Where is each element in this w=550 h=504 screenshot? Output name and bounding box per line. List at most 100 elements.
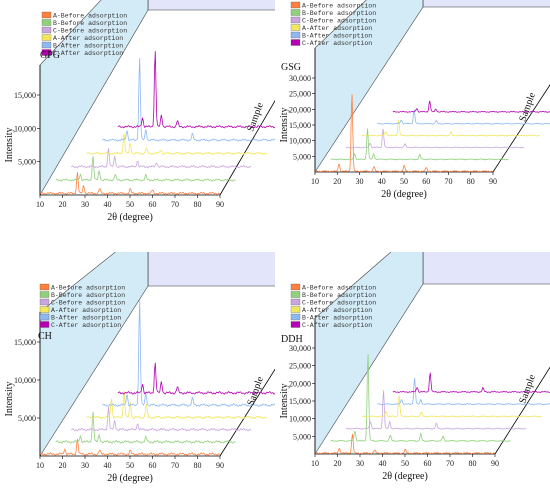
y-tick-label: 20,000 — [289, 379, 311, 388]
x-tick-label: 30 — [81, 200, 89, 209]
x-tick-label: 20 — [334, 459, 342, 468]
series-trace — [117, 51, 275, 129]
x-tick-label: 40 — [104, 461, 112, 470]
x-tick-label: 50 — [400, 177, 408, 186]
legend-label: C-After adsorption — [51, 322, 121, 329]
series-trace — [102, 57, 275, 142]
legend-swatch — [41, 49, 52, 56]
legend-label: B-After adsorption — [53, 43, 123, 50]
legend-swatch — [41, 26, 52, 34]
series-trace — [86, 133, 267, 156]
panel-label: GSG — [281, 62, 301, 73]
x-tick-label: 50 — [126, 200, 134, 209]
x-tick-label: 40 — [378, 177, 386, 186]
legend-label: B-After adsorption — [302, 33, 372, 40]
legend-swatch — [41, 11, 52, 19]
y-tick-label: 25,000 — [289, 362, 311, 371]
series-trace — [377, 377, 550, 406]
y-tick-label: 10,000 — [289, 415, 311, 424]
legend-swatch — [39, 298, 50, 306]
legend-swatch — [39, 321, 50, 328]
y-tick-label: 15,000 — [289, 397, 311, 406]
depth-axis — [494, 366, 550, 455]
series-trace — [315, 433, 496, 455]
legend-swatch — [39, 291, 50, 298]
x-tick-label: 90 — [216, 461, 224, 470]
x-tick-label: 20 — [59, 200, 67, 209]
x-tick-label: 20 — [333, 177, 341, 186]
series-trace — [40, 438, 221, 456]
legend-swatch — [41, 19, 52, 26]
y-tick-label: 10,000 — [14, 376, 36, 385]
legend-swatch — [290, 1, 301, 9]
y-tick-label: 5,000 — [18, 158, 36, 167]
y-tick-label: 30,000 — [289, 74, 311, 83]
x-tick-label: 50 — [401, 459, 409, 468]
depth-axis-title: Sample — [245, 375, 266, 407]
series-trace — [55, 156, 236, 182]
legend-label: B-After adsorption — [302, 315, 372, 322]
legend-swatch — [290, 9, 301, 16]
legend-label: A-After adsorption — [51, 307, 121, 314]
series-trace — [117, 362, 275, 395]
series-trace — [361, 395, 542, 418]
y-tick-label: 5,000 — [293, 432, 311, 441]
legend-swatch — [290, 291, 301, 298]
y-tick-label: 10,000 — [289, 137, 311, 146]
depth-axis-title: Sample — [517, 91, 538, 123]
x-tick-label: 30 — [356, 177, 364, 186]
legend-swatch — [39, 283, 50, 291]
series-trace — [392, 372, 550, 393]
series-trace — [361, 120, 540, 137]
x-tick-label: 70 — [446, 459, 454, 468]
legend-swatch — [39, 313, 50, 321]
x-tick-label: 30 — [356, 459, 364, 468]
x-tick-label: 90 — [489, 177, 497, 186]
y-tick-label: 5,000 — [293, 152, 311, 161]
series-trace — [330, 128, 509, 161]
y-tick-label: 30,000 — [289, 344, 311, 353]
depth-axis — [219, 99, 275, 196]
y-tick-label: 15,000 — [289, 121, 311, 130]
legend-label: C-After adsorption — [302, 40, 372, 47]
y-axis-title: Intensity — [4, 382, 15, 417]
x-tick-label: 60 — [149, 200, 157, 209]
series-trace — [330, 353, 511, 442]
chart-panel-gpg: 10 20 30 40 50 60 70 80 90 5,000 10,000 15,000 A-Bef… — [4, 0, 275, 223]
x-tick-label: 80 — [194, 461, 202, 470]
y-tick-label: 15,000 — [14, 338, 36, 347]
chart-panel-ddh: 10 20 30 40 50 60 70 80 90 5,000 10,000 15,000 20,00… — [279, 252, 550, 482]
legend-label: A-Before adsorption — [53, 13, 127, 20]
legend-label: B-Before adsorption — [302, 10, 376, 17]
legend-label: B-Before adsorption — [302, 292, 376, 299]
legend-label: B-Before adsorption — [53, 20, 127, 27]
legend-swatch — [290, 39, 301, 46]
legend-label: B-After adsorption — [51, 315, 121, 322]
legend-label: C-Before adsorption — [302, 300, 376, 307]
x-tick-label: 40 — [379, 459, 387, 468]
x-tick-label: 70 — [445, 177, 453, 186]
depth-axis — [219, 368, 275, 457]
legend-label: C-After adsorption — [53, 50, 123, 57]
legend-swatch — [41, 34, 52, 41]
legend-label: A-Before adsorption — [302, 3, 376, 10]
legend-swatch — [290, 283, 301, 291]
x-tick-label: 10 — [36, 461, 44, 470]
series-trace — [346, 128, 525, 149]
series-trace — [346, 390, 527, 430]
legend-swatch — [41, 41, 52, 49]
legend-swatch — [290, 31, 301, 39]
x-axis-title: 2θ (degree) — [382, 471, 428, 482]
series-trace — [377, 109, 550, 125]
legend-swatch — [290, 306, 301, 313]
y-axis-title: Intensity — [4, 128, 15, 163]
y-tick-label: 15,000 — [14, 91, 36, 100]
series-trace — [71, 148, 252, 169]
depth-axis — [492, 84, 550, 173]
x-tick-label: 80 — [194, 200, 202, 209]
x-tick-label: 20 — [59, 461, 67, 470]
y-axis-title: Intensity — [279, 108, 290, 143]
y-tick-label: 5,000 — [18, 414, 36, 423]
panel-label: DDH — [281, 334, 303, 345]
side-wall — [314, 252, 424, 456]
